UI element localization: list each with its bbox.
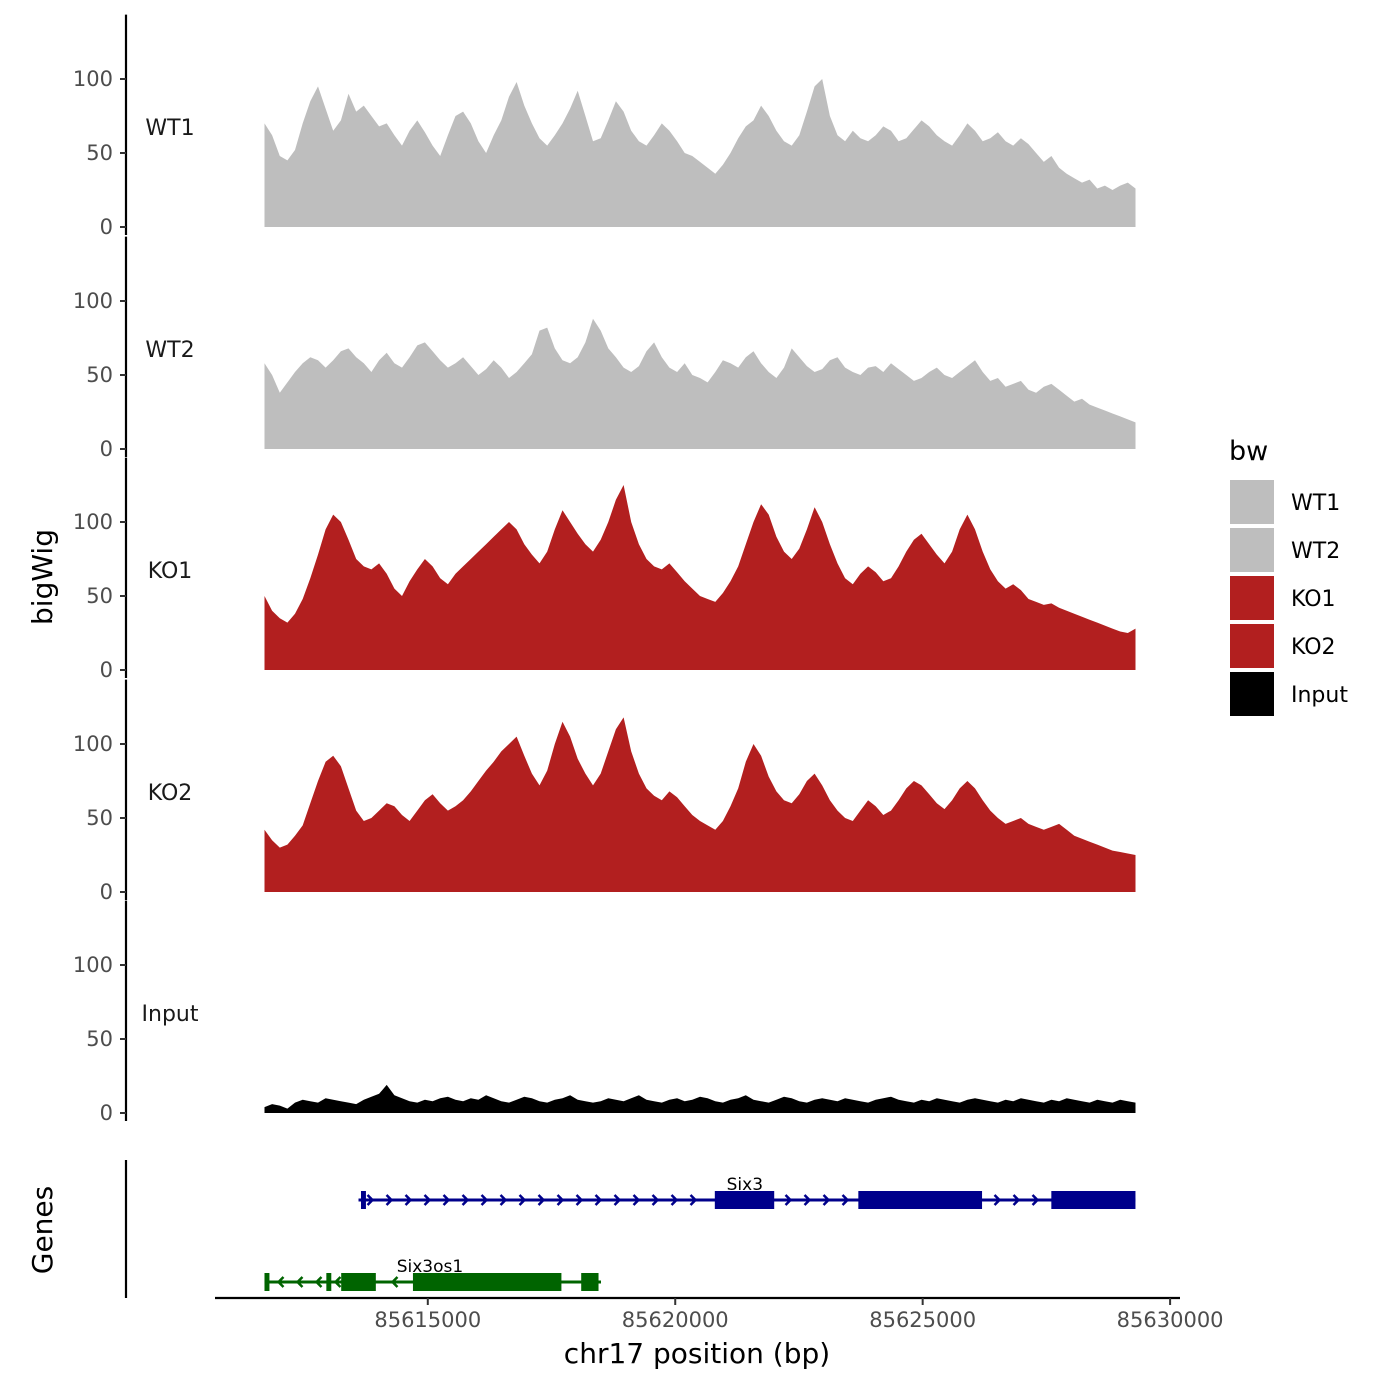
area-wt1 bbox=[264, 79, 1136, 227]
x-axis-title: chr17 position (bp) bbox=[564, 1337, 830, 1370]
y-tick-label-100: 100 bbox=[73, 953, 113, 977]
strand-arrow bbox=[841, 1194, 850, 1206]
track-label: WT1 bbox=[145, 116, 194, 141]
exon-1 bbox=[360, 1191, 366, 1209]
x-tick-label-85630000: 85630000 bbox=[1117, 1308, 1224, 1332]
y-tick-label-50: 50 bbox=[86, 1027, 113, 1051]
legend-key-ko1 bbox=[1230, 576, 1274, 620]
strand-arrow bbox=[651, 1194, 660, 1206]
strand-arrow bbox=[366, 1194, 375, 1206]
strand-arrow bbox=[556, 1194, 565, 1206]
strand-arrow bbox=[537, 1194, 546, 1206]
area-input bbox=[264, 1084, 1136, 1113]
legend-label-ko2: KO2 bbox=[1291, 635, 1336, 660]
strand-arrow bbox=[314, 1276, 323, 1288]
exon-2 bbox=[326, 1273, 332, 1291]
strand-arrow bbox=[1031, 1194, 1040, 1206]
legend-label-wt1: WT1 bbox=[1291, 491, 1340, 516]
gene-label: Six3 bbox=[727, 1175, 763, 1195]
track-label: WT2 bbox=[145, 338, 194, 363]
y-tick-label-0: 0 bbox=[100, 437, 113, 461]
exon-3 bbox=[341, 1273, 376, 1291]
strand-arrow bbox=[390, 1276, 399, 1288]
exon-2 bbox=[714, 1191, 775, 1209]
y-tick-label-50: 50 bbox=[86, 806, 113, 830]
strand-arrow bbox=[423, 1194, 432, 1206]
legend-label-ko1: KO1 bbox=[1291, 587, 1336, 612]
legend-key-ko2 bbox=[1230, 624, 1274, 668]
area-wt2 bbox=[264, 318, 1136, 449]
y-tick-label-100: 100 bbox=[73, 289, 113, 313]
area-ko2 bbox=[264, 717, 1136, 892]
y-axis-title: bigWig bbox=[26, 529, 59, 625]
strand-arrow bbox=[295, 1276, 304, 1288]
x-tick-label-85620000: 85620000 bbox=[622, 1308, 729, 1332]
strand-arrow bbox=[1012, 1194, 1021, 1206]
gene-six3os1: Six3os1 bbox=[264, 1257, 601, 1291]
y-tick-label-100: 100 bbox=[73, 67, 113, 91]
strand-arrow bbox=[613, 1194, 622, 1206]
exon-4 bbox=[1051, 1191, 1136, 1209]
track-wt2: 0 50 100 WT2 bbox=[73, 236, 1136, 461]
strand-arrow bbox=[993, 1194, 1002, 1206]
strand-arrow bbox=[442, 1194, 451, 1206]
x-tick-label-85625000: 85625000 bbox=[869, 1308, 976, 1332]
strand-arrow bbox=[404, 1194, 413, 1206]
track-label: KO2 bbox=[148, 781, 193, 806]
strand-arrow bbox=[499, 1194, 508, 1206]
strand-arrow bbox=[822, 1194, 831, 1206]
track-input: 0 50 100 Input bbox=[73, 900, 1136, 1125]
strand-arrow bbox=[594, 1194, 603, 1206]
track-label: KO1 bbox=[148, 559, 193, 584]
gene-six3: Six3 bbox=[358, 1175, 1136, 1209]
area-ko1 bbox=[264, 485, 1136, 670]
y-tick-label-50: 50 bbox=[86, 584, 113, 608]
strand-arrow bbox=[670, 1194, 679, 1206]
strand-arrow bbox=[385, 1194, 394, 1206]
gene-label: Six3os1 bbox=[397, 1257, 463, 1277]
y-tick-label-0: 0 bbox=[100, 880, 113, 904]
strand-arrow bbox=[276, 1276, 285, 1288]
tracks-layer: 0 50 100 WT1 0 50 100 WT2 0 50 100 KO1 0 50 100 KO2 0 50 1… bbox=[73, 14, 1136, 1125]
legend-key-wt1 bbox=[1230, 480, 1274, 524]
exon-1 bbox=[264, 1273, 270, 1291]
x-tick-label-85615000: 85615000 bbox=[374, 1308, 481, 1332]
x-axis: 85615000 85620000 85625000 85630000 bbox=[215, 1296, 1224, 1332]
exon-3 bbox=[858, 1191, 983, 1209]
legend: bw WT1 WT2 KO1 KO2 Input bbox=[1229, 436, 1348, 716]
y-tick-label-100: 100 bbox=[73, 732, 113, 756]
strand-arrow bbox=[480, 1194, 489, 1206]
exon-5 bbox=[581, 1273, 599, 1291]
strand-arrow bbox=[784, 1194, 793, 1206]
legend-key-input bbox=[1230, 672, 1274, 716]
legend-title: bw bbox=[1229, 436, 1268, 467]
track-wt1: 0 50 100 WT1 bbox=[73, 14, 1136, 239]
genes-axis-title: Genes bbox=[26, 1186, 59, 1274]
strand-arrow bbox=[803, 1194, 812, 1206]
track-ko1: 0 50 100 KO1 bbox=[73, 457, 1136, 682]
track-label: Input bbox=[142, 1002, 199, 1027]
exon-4 bbox=[412, 1273, 562, 1291]
track-ko2: 0 50 100 KO2 bbox=[73, 679, 1136, 904]
strand-arrow bbox=[461, 1194, 470, 1206]
legend-key-wt2 bbox=[1230, 528, 1274, 572]
y-tick-label-50: 50 bbox=[86, 363, 113, 387]
y-tick-label-0: 0 bbox=[100, 215, 113, 239]
strand-arrow bbox=[518, 1194, 527, 1206]
strand-arrow bbox=[689, 1194, 698, 1206]
strand-arrow bbox=[333, 1276, 342, 1288]
strand-arrow bbox=[632, 1194, 641, 1206]
y-tick-label-100: 100 bbox=[73, 510, 113, 534]
strand-arrow bbox=[575, 1194, 584, 1206]
y-tick-label-0: 0 bbox=[100, 1101, 113, 1125]
genes-panel: Six3 Six3os1 bbox=[124, 1160, 1136, 1298]
legend-label-input: Input bbox=[1291, 683, 1348, 708]
y-tick-label-0: 0 bbox=[100, 658, 113, 682]
y-tick-label-50: 50 bbox=[86, 141, 113, 165]
legend-label-wt2: WT2 bbox=[1291, 539, 1340, 564]
